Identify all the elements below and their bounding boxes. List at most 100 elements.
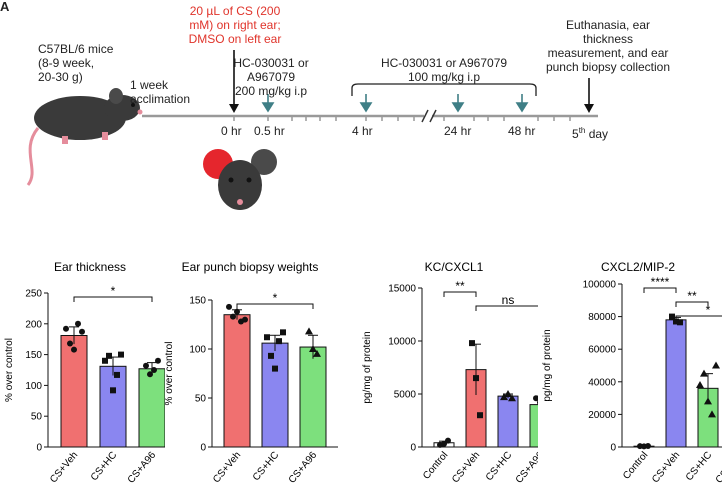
x-tick-label: CS+A96 — [126, 450, 159, 486]
data-point — [276, 338, 282, 345]
data-point — [147, 371, 153, 378]
data-point — [669, 313, 675, 320]
x-tick-label: CS+HC — [251, 450, 281, 483]
significance-label: * — [273, 291, 278, 305]
y-tick-label: 150 — [25, 350, 42, 361]
y-axis-label: pg/mg of protein — [542, 329, 553, 401]
y-axis-label: % over control — [164, 342, 175, 406]
chart-ear-thickness: Ear thickness % over control 0 50 100 150 200 2… — [4, 260, 165, 486]
y-tick-label: 0 — [610, 443, 616, 454]
data-point — [106, 352, 112, 359]
data-point — [242, 316, 248, 323]
x-tick-label: CS+Veh — [48, 450, 80, 485]
bar — [497, 395, 519, 448]
data-point — [473, 375, 479, 382]
x-tick-label: CS+HC — [89, 450, 119, 483]
y-tick-label: 15000 — [388, 284, 416, 295]
data-point — [226, 303, 232, 310]
data-point — [268, 352, 274, 359]
y-tick-label: 150 — [189, 296, 206, 307]
data-point — [673, 318, 679, 325]
data-point — [305, 327, 313, 335]
acclimation-label: 1 week acclimation — [130, 78, 191, 106]
panel-letter: A — [0, 0, 10, 14]
y-tick-label: 10000 — [388, 337, 416, 348]
tick-4hr: 4 hr — [352, 124, 373, 138]
euthanasia-label: Euthanasia, ear thickness measurement, a… — [545, 18, 671, 74]
data-point — [445, 437, 451, 444]
tick-05hr: 0.5 hr — [254, 124, 285, 138]
data-point — [645, 443, 651, 450]
data-point — [71, 346, 77, 353]
mice-label: C57BL/6 mice (8-9 week, 20-30 g) — [38, 42, 114, 84]
data-point — [696, 381, 704, 389]
x-tick-label: Control — [421, 450, 450, 482]
data-point — [704, 397, 712, 405]
y-tick-label: 50 — [195, 394, 207, 405]
y-tick-label: 0 — [410, 443, 416, 454]
y-tick-label: 100 — [189, 345, 206, 356]
cs-arrow — [229, 50, 239, 113]
y-axis-label: % over control — [4, 338, 15, 402]
x-tick-label: CS+A96 — [287, 450, 320, 486]
y-tick-label: 40000 — [588, 377, 616, 388]
data-point — [234, 308, 240, 315]
cs-application-label: 20 µL of CS (200 mM) on right ear; DMSO … — [188, 4, 282, 46]
x-tick-label: CS+Veh — [450, 450, 482, 485]
data-point — [118, 351, 124, 358]
data-point — [504, 390, 512, 397]
bar — [138, 368, 165, 448]
significance-bracket — [675, 301, 709, 307]
significance-label: * — [111, 284, 116, 298]
y-tick-label: 60000 — [588, 345, 616, 356]
data-point — [67, 340, 73, 347]
y-tick-label: 0 — [36, 443, 42, 454]
data-point — [155, 357, 161, 364]
bar — [529, 404, 538, 448]
timeline-graphic — [26, 50, 598, 210]
data-point — [230, 313, 236, 320]
data-point — [708, 410, 716, 418]
y-tick-label: 100000 — [583, 280, 617, 291]
bar — [299, 346, 327, 448]
data-point — [102, 357, 108, 364]
y-tick-label: 200 — [25, 319, 42, 330]
significance-label: ** — [687, 289, 697, 303]
bar — [99, 365, 127, 448]
data-point — [264, 334, 270, 341]
data-point — [280, 329, 286, 336]
data-point — [75, 320, 81, 327]
y-tick-label: 80000 — [588, 312, 616, 323]
euthanasia-arrow — [584, 78, 594, 113]
significance-label: * — [706, 303, 711, 317]
x-tick-label: CS+Veh — [650, 450, 682, 485]
tick-0hr: 0 hr — [221, 124, 242, 138]
mouse-head-illustration — [203, 149, 277, 210]
y-tick-label: 20000 — [588, 410, 616, 421]
data-point — [114, 371, 120, 378]
y-tick-label: 0 — [200, 443, 206, 454]
x-tick-label: CS+HC — [484, 450, 514, 483]
data-point — [533, 395, 538, 402]
significance-bracket — [236, 303, 314, 309]
bar — [665, 319, 687, 448]
chart-title: KC/CXCL1 — [425, 260, 484, 274]
bar — [223, 314, 251, 448]
x-tick-label: CS+A96 — [514, 450, 538, 486]
x-tick-label: CS+A96 — [714, 450, 722, 486]
dose1-label: HC-030031 or A967079 200 mg/kg i.p — [233, 56, 309, 98]
dose-arrows — [261, 94, 529, 113]
data-point — [63, 325, 69, 332]
chart-title: CXCL2/MIP-2 — [601, 260, 675, 274]
significance-bracket — [73, 296, 153, 302]
significance-bracket — [643, 287, 677, 293]
y-tick-label: 5000 — [394, 390, 417, 401]
y-tick-label: 250 — [25, 289, 42, 300]
data-point — [537, 400, 538, 405]
dose-bracket — [351, 83, 537, 96]
data-point — [477, 412, 483, 419]
data-point — [508, 394, 516, 402]
data-point — [79, 328, 85, 335]
significance-label: ** — [455, 279, 465, 293]
significance-bracket — [675, 315, 722, 321]
